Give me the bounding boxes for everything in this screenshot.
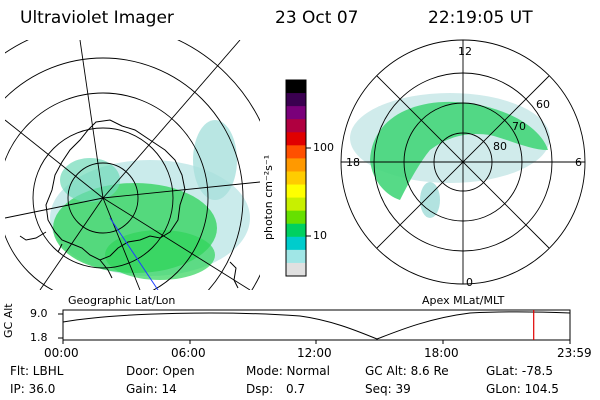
- mlt-label-0: 0: [466, 276, 473, 289]
- altitude-ytick-label-low: 1.8: [30, 331, 48, 344]
- meridian-7: [102, 181, 260, 199]
- aurora-oval-mag: [370, 101, 548, 200]
- date-label: 23 Oct 07: [275, 8, 359, 28]
- colorbar-stripe: [286, 106, 306, 120]
- altitude-xtick-label-4: 23:59: [557, 346, 592, 360]
- colorbar-stripe: [286, 249, 306, 264]
- filter-status: Flt: LBHL: [10, 364, 64, 378]
- geographic-map: [5, 40, 260, 290]
- colorbar-stripe: [286, 158, 306, 172]
- terminator-line: [109, 217, 159, 290]
- glon-status: GLon: 104.5: [486, 382, 559, 396]
- meridian-8: [102, 40, 241, 199]
- colorbar-stripe: [286, 119, 306, 133]
- altitude-xtick-label-0: 00:00: [44, 346, 79, 360]
- colorbar-stripe: [286, 80, 306, 94]
- aurora-dawn-patch: [420, 182, 440, 218]
- altitude-curve: [62, 311, 571, 340]
- glat-status: GLat: -78.5: [486, 364, 553, 378]
- meridian-3: [5, 197, 104, 219]
- colorbar-stripe: [286, 262, 306, 277]
- mlt-label-18: 18: [346, 156, 360, 169]
- ip-status: IP: 36.0: [10, 382, 56, 396]
- altitude-plot: [58, 309, 571, 344]
- altitude-xtick-label-3: 18:00: [424, 346, 459, 360]
- seq-status: Seq: 39: [365, 382, 411, 396]
- colorbar-stripe: [286, 210, 306, 225]
- colorbar-label-100: 100: [313, 141, 334, 154]
- peninsula-coastline: [19, 231, 113, 279]
- colorbar-unit-label: photon cm⁻²s⁻¹: [262, 154, 275, 240]
- mlt-label-6: 6: [575, 156, 582, 169]
- magnetic-map: [340, 39, 586, 285]
- colorbar-frame: [285, 79, 307, 277]
- colorbar-stripe: [286, 145, 306, 159]
- dsp-label: Dsp:: [246, 382, 274, 396]
- colorbar-stripe: [286, 223, 306, 238]
- mlt-label-12: 12: [458, 45, 472, 58]
- mlat-label-60: 60: [536, 98, 550, 111]
- lat-circle-1: [67, 162, 139, 234]
- aurora-south-patch: [105, 230, 215, 280]
- colorbar-label-10: 10: [313, 229, 327, 242]
- gain-status: Gain: 14: [126, 382, 177, 396]
- mlt-diagonal-2: [376, 75, 550, 249]
- lat-circle-3: [5, 92, 209, 290]
- colorbar-stripe: [286, 197, 306, 212]
- lat-circle-4: [5, 57, 244, 290]
- instrument-title: Ultraviolet Imager: [20, 8, 174, 28]
- mlat-label-80: 80: [493, 140, 507, 153]
- coast-fragment: [229, 261, 239, 289]
- meridian-5: [102, 197, 141, 290]
- meridian-6: [102, 197, 251, 290]
- mlat-label-70: 70: [512, 120, 526, 133]
- antarctica-coastline: [45, 119, 186, 261]
- aurora-north-patch: [60, 158, 120, 202]
- lat-circle-2: [32, 127, 174, 269]
- dsp-value: 0.7: [286, 382, 306, 396]
- colorbar-stripe: [286, 132, 306, 146]
- meridian-1: [79, 40, 104, 199]
- time-label: 22:19:05 UT: [428, 8, 533, 28]
- colorbar-stripe: [286, 93, 306, 107]
- colorbar: [285, 79, 311, 277]
- aurora-east-patch: [193, 120, 237, 200]
- altitude-xtick-label-2: 12:00: [297, 346, 332, 360]
- colorbar-stripe: [286, 236, 306, 251]
- altitude-ylabel: GC Alt: [2, 303, 15, 338]
- colorbar-stripe: [286, 184, 306, 199]
- altitude-xtick-label-1: 06:00: [171, 346, 206, 360]
- altitude-ytick-label-high: 9.0: [30, 307, 48, 320]
- colorbar-stripe: [286, 171, 306, 186]
- gc-alt-status: GC Alt: 8.6 Re: [365, 364, 449, 378]
- geographic-caption: Geographic Lat/Lon: [68, 294, 176, 307]
- door-status: Door: Open: [126, 364, 195, 378]
- meridian-2: [5, 119, 104, 199]
- mode-status: Mode: Normal: [246, 364, 330, 378]
- apex-caption: Apex MLat/MLT: [422, 294, 505, 307]
